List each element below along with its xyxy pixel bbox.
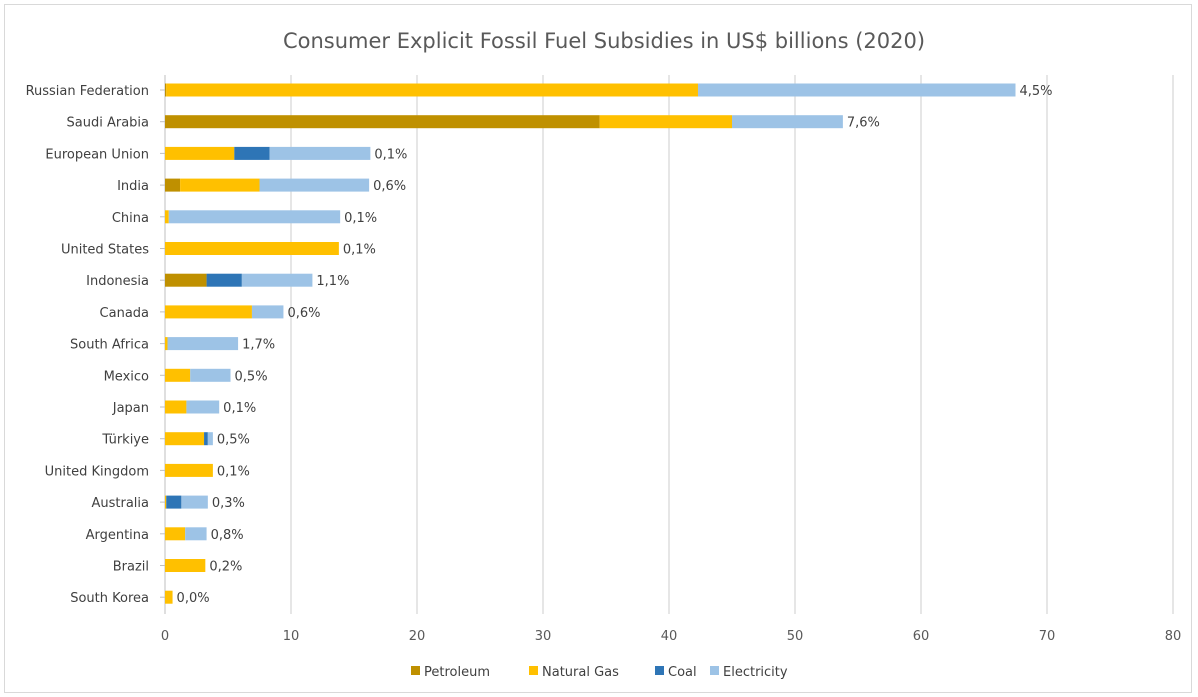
- category-label: Argentina: [86, 528, 149, 543]
- bar-segment-electricity: [269, 146, 371, 160]
- bar-segment-natural-gas: [165, 463, 213, 477]
- bar-segment-electricity: [251, 305, 284, 319]
- category-label: Indonesia: [86, 274, 149, 289]
- bar-segment-petroleum: [165, 273, 207, 287]
- bar-segment-petroleum: [165, 83, 167, 97]
- data-label: 0,6%: [373, 179, 406, 194]
- bar-segment-coal: [204, 432, 208, 446]
- category-labels: Russian Federation Saudi Arabia European U…: [26, 84, 150, 606]
- bar-segment-natural-gas: [165, 368, 191, 382]
- legend-item-coal: Coal: [655, 665, 697, 680]
- data-label: 0,8%: [211, 528, 244, 543]
- x-tick-label: 10: [283, 629, 300, 644]
- category-label: China: [112, 211, 149, 226]
- data-label: 0,5%: [217, 433, 250, 448]
- bar-segment-electricity: [167, 337, 239, 351]
- legend-item-natural-gas: Natural Gas: [529, 665, 619, 680]
- legend-swatch: [411, 666, 420, 675]
- data-labels: 4,5% 7,6% 0,1% 0,6% 0,1% 0,1% 1,1% 0,6% 1,7% 0,5%…: [177, 84, 1053, 606]
- data-label: 1,1%: [316, 274, 349, 289]
- bar-segment-coal: [206, 273, 242, 287]
- x-tick-label: 70: [1039, 629, 1056, 644]
- bars: [165, 83, 1016, 604]
- legend-swatch: [529, 666, 538, 675]
- data-label: 1,7%: [242, 338, 275, 353]
- data-label: 0,6%: [287, 306, 320, 321]
- category-label: Russian Federation: [26, 84, 149, 99]
- bar-segment-natural-gas: [165, 432, 205, 446]
- x-tick-label: 60: [913, 629, 930, 644]
- category-label: United Kingdom: [45, 464, 149, 479]
- category-label: Brazil: [113, 560, 149, 575]
- data-label: 0,3%: [212, 496, 245, 511]
- bar-segment-natural-gas: [165, 559, 206, 572]
- bar-segment-coal: [166, 495, 182, 509]
- x-tick-label: 40: [661, 629, 678, 644]
- x-tick-label: 30: [535, 629, 552, 644]
- bar-segment-coal: [234, 146, 270, 160]
- bar-segment-electricity: [186, 400, 220, 414]
- category-label: Australia: [91, 496, 149, 511]
- category-label: Japan: [112, 401, 149, 416]
- chart-title: Consumer Explicit Fossil Fuel Subsidies …: [283, 29, 925, 53]
- category-label: Mexico: [104, 369, 149, 384]
- data-label: 0,5%: [235, 369, 268, 384]
- bar-segment-natural-gas: [165, 400, 187, 414]
- legend-label: Natural Gas: [542, 665, 619, 680]
- x-axis-ticks: 0 10 20 30 40 50 60 70 80: [161, 629, 1181, 644]
- bar-segment-natural-gas: [165, 527, 186, 541]
- category-label: European Union: [45, 147, 149, 162]
- data-label: 0,1%: [344, 211, 377, 226]
- bar-segment-electricity: [181, 495, 208, 509]
- bar-segment-natural-gas: [165, 495, 167, 509]
- bar-segment-petroleum: [165, 178, 181, 192]
- data-label: 0,2%: [209, 560, 242, 575]
- data-label: 0,0%: [177, 591, 210, 606]
- bar-segment-natural-gas: [165, 146, 235, 160]
- bar-segment-natural-gas: [165, 590, 173, 604]
- data-label: 0,1%: [374, 147, 407, 162]
- bar-segment-natural-gas: [165, 242, 339, 255]
- bar-segment-electricity: [190, 368, 231, 382]
- x-tick-label: 0: [161, 629, 169, 644]
- category-label: Canada: [100, 306, 149, 321]
- data-label: 0,1%: [343, 243, 376, 258]
- category-label: United States: [61, 243, 149, 258]
- category-label: South Korea: [70, 591, 149, 606]
- data-label: 7,6%: [847, 116, 880, 131]
- bar-segment-electricity: [259, 178, 370, 192]
- legend: Petroleum Natural Gas Coal Electricity: [411, 665, 788, 680]
- bar-segment-electricity: [207, 432, 213, 446]
- legend-label: Petroleum: [424, 665, 490, 680]
- legend-item-petroleum: Petroleum: [411, 665, 490, 680]
- category-label: Türkiye: [101, 433, 149, 448]
- bar-segment-natural-gas: [599, 115, 732, 129]
- data-label: 0,1%: [217, 464, 250, 479]
- legend-label: Electricity: [723, 665, 788, 680]
- bar-segment-electricity: [168, 210, 341, 224]
- x-tick-label: 50: [787, 629, 804, 644]
- bar-segment-natural-gas: [180, 178, 260, 192]
- bar-segment-natural-gas: [165, 337, 168, 351]
- bar-segment-electricity: [732, 115, 843, 129]
- legend-item-electricity: Electricity: [710, 665, 788, 680]
- bar-segment-natural-gas: [165, 305, 252, 319]
- x-tick-label: 80: [1165, 629, 1182, 644]
- legend-swatch: [655, 666, 664, 675]
- bar-segment-natural-gas: [166, 83, 698, 97]
- bar-segment-electricity: [697, 83, 1016, 97]
- legend-swatch: [710, 666, 719, 675]
- bar-segment-petroleum: [165, 115, 600, 129]
- legend-label: Coal: [668, 665, 697, 680]
- data-label: 0,1%: [223, 401, 256, 416]
- data-label: 4,5%: [1020, 84, 1053, 99]
- bar-segment-electricity: [241, 273, 313, 287]
- x-tick-label: 20: [409, 629, 426, 644]
- category-label: Saudi Arabia: [67, 116, 150, 131]
- category-label: India: [117, 179, 149, 194]
- bar-segment-electricity: [185, 527, 207, 541]
- bar-segment-natural-gas: [165, 210, 169, 224]
- category-label: South Africa: [70, 338, 149, 353]
